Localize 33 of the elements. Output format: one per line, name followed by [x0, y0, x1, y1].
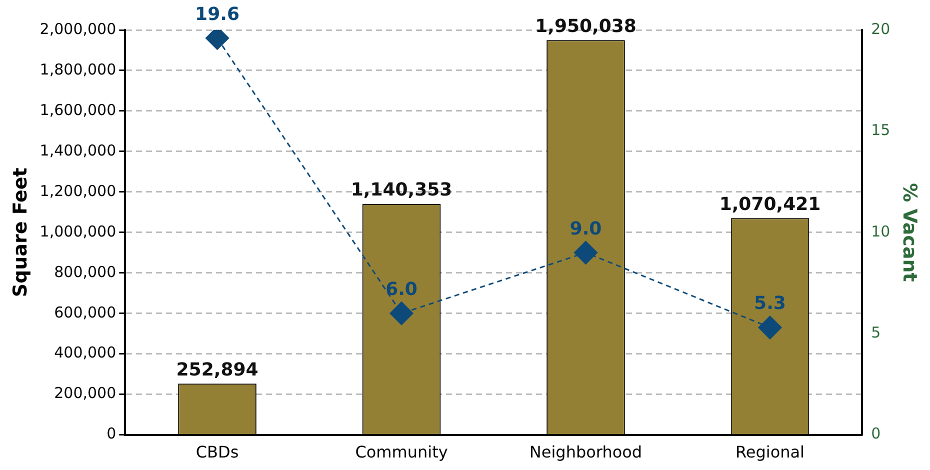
y2-tick-label: 20 [871, 20, 890, 38]
y2-tick-label: 10 [871, 222, 890, 240]
y-axis-title: Square Feet [9, 168, 32, 298]
data-label: 5.3 [754, 293, 786, 314]
x-tick-label: CBDs [196, 442, 239, 462]
y-tick-label: 1,400,000 [40, 141, 116, 160]
data-label: 1,950,038 [535, 16, 636, 37]
x-tick-label: Regional [735, 442, 805, 462]
y-tick-label: 400,000 [54, 344, 116, 362]
y-tick-label: 1,800,000 [40, 60, 116, 78]
y-tick-label: 600,000 [54, 303, 116, 322]
data-label: 9.0 [570, 218, 602, 240]
data-label: 19.6 [195, 4, 240, 25]
point [574, 240, 598, 264]
y-tick-label: 0 [106, 424, 116, 443]
x-tick-label: Community [355, 442, 448, 462]
y2-tick-label: 0 [871, 424, 881, 443]
y-tick-label: 200,000 [54, 384, 116, 402]
y-tick-label: 2,000,000 [40, 20, 116, 38]
y-tick-label: 1,000,000 [40, 222, 116, 240]
point [390, 302, 414, 326]
data-label: 1,140,353 [350, 180, 452, 201]
point [758, 316, 782, 340]
data-label: 6.0 [386, 279, 418, 300]
y-tick-label: 1,200,000 [40, 182, 116, 200]
y2-axis-title: % Vacant [898, 182, 921, 282]
x-tick-label: Neighborhood [529, 442, 642, 462]
y2-tick-label: 5 [871, 323, 881, 342]
y-tick-label: 1,600,000 [40, 100, 116, 119]
y-tick-label: 800,000 [54, 262, 116, 281]
data-label: 252,894 [176, 359, 258, 380]
y2-tick-label: 15 [871, 121, 890, 140]
data-label: 1,070,421 [719, 194, 821, 215]
